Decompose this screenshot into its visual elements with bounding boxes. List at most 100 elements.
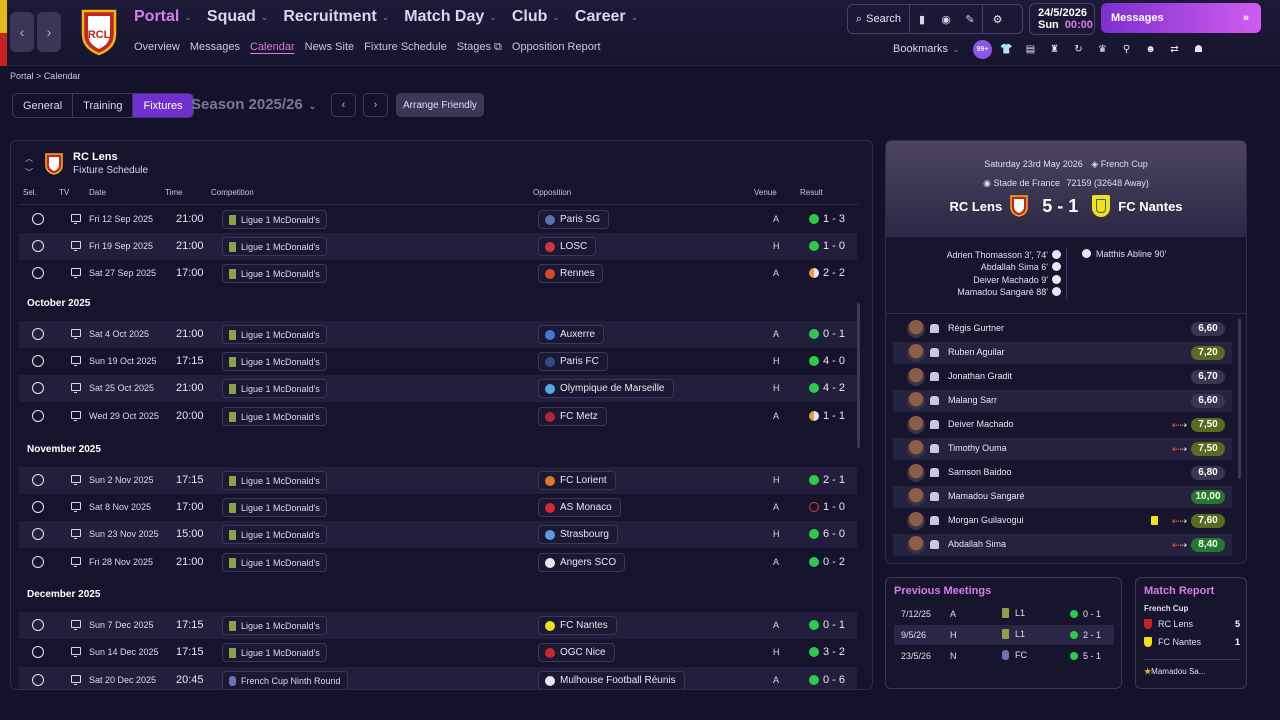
stadium-name[interactable]: Stade de France — [993, 178, 1060, 188]
inbox-badge[interactable]: 99+ — [973, 40, 992, 59]
shirt-icon[interactable]: 👕 — [1000, 44, 1013, 55]
col-time[interactable]: Time — [165, 188, 183, 197]
opposition-chip[interactable]: FC Metz — [538, 407, 607, 426]
messages-continue-button[interactable]: Messages » — [1101, 3, 1261, 33]
fixture-row[interactable]: Sat 25 Oct 2025 21:00 Ligue 1 McDonald's Ol… — [19, 375, 857, 402]
scout-icon[interactable]: ⚲ — [1122, 44, 1131, 55]
col-result[interactable]: Result — [800, 188, 823, 197]
away-scorer-line[interactable]: Matthis Abline 90' — [1082, 249, 1166, 259]
fixture-result[interactable]: 2 - 1 — [809, 474, 845, 486]
opposition-chip[interactable]: FC Lorient — [538, 471, 616, 490]
opposition-chip[interactable]: Rennes — [538, 264, 604, 283]
competition-chip[interactable]: Ligue 1 McDonald's — [222, 616, 327, 635]
submenu-stages[interactable]: Stages ⧉ — [457, 41, 502, 54]
fixture-row[interactable]: Sat 8 Nov 2025 17:00 Ligue 1 McDonald's AS … — [19, 494, 857, 521]
away-team[interactable]: FC Nantes — [1118, 198, 1183, 214]
player-rating-row[interactable]: Morgan Guilavogui ⇠⇢ 7,60 — [893, 510, 1232, 532]
competition-chip[interactable]: Ligue 1 McDonald's — [222, 407, 327, 426]
opposition-chip[interactable]: Mulhouse Football Réunis — [538, 671, 685, 689]
fixture-row[interactable]: Sun 7 Dec 2025 17:15 Ligue 1 McDonald's FC … — [19, 612, 857, 639]
player-rating-row[interactable]: Ruben Aguilar 7,20 — [893, 342, 1232, 364]
fixture-row[interactable]: Wed 29 Oct 2025 20:00 Ligue 1 McDonald's FC… — [19, 403, 857, 430]
fixture-row[interactable]: Sun 19 Oct 2025 17:15 Ligue 1 McDonald's Pa… — [19, 348, 857, 375]
opposition-chip[interactable]: OGC Nice — [538, 643, 615, 662]
main-menu-recruitment[interactable]: Recruitment ⌄ — [283, 8, 389, 26]
prev-season-button[interactable]: ‹ — [331, 93, 356, 117]
select-radio[interactable] — [32, 528, 44, 540]
col-venue[interactable]: Venue — [754, 188, 777, 197]
next-season-button[interactable]: › — [363, 93, 388, 117]
select-radio[interactable] — [32, 267, 44, 279]
settings-button[interactable]: ⚙ — [982, 5, 1012, 33]
player-rating-row[interactable]: Samson Baidoo 6,80 — [893, 462, 1232, 484]
home-scorer[interactable]: Abdallah Sima 6' — [886, 261, 1061, 273]
transfer-icon[interactable]: ⇄ — [1170, 44, 1179, 55]
main-menu-club[interactable]: Club ⌄ — [512, 8, 560, 26]
submenu-opposition-report[interactable]: Opposition Report — [512, 41, 601, 54]
main-menu-portal[interactable]: Portal ⌄ — [134, 8, 192, 26]
select-radio[interactable] — [32, 328, 44, 340]
opposition-chip[interactable]: Paris SG — [538, 210, 610, 229]
competition-chip[interactable]: Ligue 1 McDonald's — [222, 352, 327, 371]
opposition-chip[interactable]: Olympique de Marseille — [538, 379, 674, 398]
club-crest[interactable]: RCL — [80, 8, 118, 56]
opposition-chip[interactable]: AS Monaco — [538, 498, 621, 517]
col-opposition[interactable]: Opposition — [533, 188, 572, 197]
fixture-result[interactable]: 1 - 0 — [809, 240, 845, 252]
select-radio[interactable] — [32, 619, 44, 631]
player-rating-row[interactable]: Deiver Machado ⇠⇢ 7,50 — [893, 414, 1232, 436]
player-rating-row[interactable]: Malang Sarr 6,60 — [893, 390, 1232, 412]
player-rating-row[interactable]: Jonathan Gradit 6,70 — [893, 366, 1232, 388]
submenu-fixture-schedule[interactable]: Fixture Schedule — [364, 41, 447, 54]
competition-chip[interactable]: Ligue 1 McDonald's — [222, 643, 327, 662]
home-scorer[interactable]: Deiver Machado 9' — [886, 274, 1061, 286]
bookmarks-dropdown[interactable]: Bookmarks ⌄ — [893, 43, 960, 55]
fixture-row[interactable]: Sun 14 Dec 2025 17:15 Ligue 1 McDonald's OG… — [19, 639, 857, 666]
main-menu-match-day[interactable]: Match Day ⌄ — [404, 8, 497, 26]
player-of-the-match[interactable]: ★Mamadou Sa... — [1144, 667, 1205, 676]
col-date[interactable]: Date — [89, 188, 106, 197]
meeting-row[interactable]: 23/5/26 N FC 5 - 1 — [894, 646, 1114, 666]
col-competition[interactable]: Competition — [211, 188, 254, 197]
player-rating-row[interactable]: Mamadou Sangaré 10,00 — [893, 486, 1232, 508]
notebook-icon[interactable]: ▮ — [919, 13, 926, 26]
pen-icon[interactable]: ✎ — [965, 13, 975, 26]
select-radio[interactable] — [32, 355, 44, 367]
opposition-chip[interactable]: Auxerre — [538, 325, 605, 344]
fixture-result[interactable]: 0 - 1 — [809, 619, 845, 631]
submenu-news-site[interactable]: News Site — [305, 41, 355, 54]
select-radio[interactable] — [32, 382, 44, 394]
submenu-overview[interactable]: Overview — [134, 41, 180, 54]
brain-icon[interactable]: ◉ — [941, 13, 951, 26]
competition-chip[interactable]: Ligue 1 McDonald's — [222, 210, 327, 229]
collapse-toggle[interactable]: ︿ ﹀ — [25, 152, 33, 180]
opposition-chip[interactable]: Paris FC — [538, 352, 608, 371]
competition-chip[interactable]: Ligue 1 McDonald's — [222, 525, 327, 544]
meeting-row[interactable]: 7/12/25 A L1 0 - 1 — [894, 604, 1114, 624]
main-menu-squad[interactable]: Squad ⌄ — [207, 8, 268, 26]
trophy-icon[interactable]: ♛ — [1098, 44, 1107, 55]
select-radio[interactable] — [32, 556, 44, 568]
report-team-row[interactable]: RC Lens 5 — [1144, 619, 1240, 629]
fixture-result[interactable]: 2 - 2 — [809, 267, 845, 279]
staff-icon[interactable]: ♜ — [1050, 44, 1059, 55]
previous-meetings-title[interactable]: Previous Meetings — [894, 585, 992, 597]
select-radio[interactable] — [32, 646, 44, 658]
select-radio[interactable] — [32, 474, 44, 486]
submenu-messages[interactable]: Messages — [190, 41, 240, 54]
home-scorer[interactable]: Mamadou Sangaré 88' — [886, 286, 1061, 298]
select-radio[interactable] — [32, 213, 44, 225]
col-sel[interactable]: Sel. — [23, 188, 37, 197]
submenu-calendar[interactable]: Calendar — [250, 41, 295, 54]
player-rating-row[interactable]: Régis Gurtner 6,60 — [893, 318, 1232, 340]
breadcrumb-root[interactable]: Portal — [10, 71, 34, 81]
ratings-scrollbar[interactable] — [1238, 319, 1241, 479]
people-icon[interactable]: ☗ — [1194, 44, 1203, 55]
fixture-row[interactable]: Sun 23 Nov 2025 15:00 Ligue 1 McDonald's St… — [19, 521, 857, 548]
fixture-result[interactable]: 1 - 0 — [809, 501, 845, 513]
home-scorer[interactable]: Adrien Thomasson 3', 74' — [886, 249, 1061, 261]
player-rating-row[interactable]: Abdallah Sima ⇠⇢ 8,40 — [893, 534, 1232, 556]
report-team-row[interactable]: FC Nantes 1 — [1144, 637, 1240, 647]
refresh-icon[interactable]: ↻ — [1074, 44, 1083, 55]
player-rating-row[interactable]: Timothy Ouma ⇠⇢ 7,50 — [893, 438, 1232, 460]
